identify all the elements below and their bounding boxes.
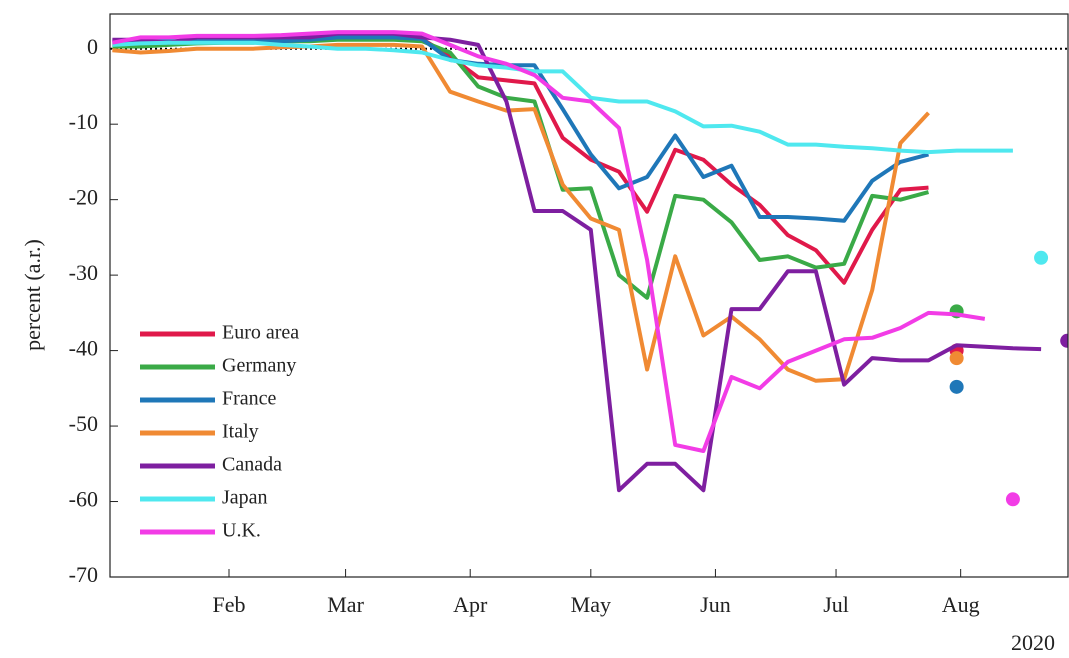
series-point [1005,492,1020,507]
series-line [112,40,1013,155]
x-tick-label: Feb [212,592,245,617]
legend: Euro area Germany France Italy Canada Japan U.… [140,322,299,542]
series-line [112,30,986,453]
plot-area [112,30,1068,507]
legend-label: France [222,388,277,410]
y-tick-label: -50 [69,411,98,436]
series-line [112,35,930,223]
axes-frame [109,13,1069,578]
x-tick-label: May [571,592,611,617]
series-point [949,379,964,394]
x-axis-annotation: 2020 [1011,630,1055,655]
x-tick-label: Aug [942,592,980,617]
x-tick-label: Jun [700,592,731,617]
series-line [112,42,930,383]
y-tick-label: 0 [87,34,98,59]
series-point [1034,250,1049,265]
series-line [112,37,930,300]
y-tick-label: -40 [69,336,98,361]
legend-label: Japan [222,487,268,509]
legend-label: U.K. [222,520,261,542]
x-tick-label: Jul [823,592,849,617]
legend-label: Euro area [222,322,299,344]
y-tick-label: -70 [69,562,98,587]
y-axis-label: percent (a.r.) [20,239,45,351]
series-point [1060,333,1068,348]
legend-label: Italy [222,421,259,443]
y-tick-label: -10 [69,109,98,134]
y-tick-label: -30 [69,260,98,285]
legend-label: Germany [222,355,296,377]
legend-label: Canada [222,454,282,476]
y-tick-label: -60 [69,487,98,512]
x-tick-label: Mar [327,592,364,617]
series-point [949,351,964,366]
x-tick-label: Apr [453,592,488,617]
y-tick-label: -20 [69,185,98,210]
